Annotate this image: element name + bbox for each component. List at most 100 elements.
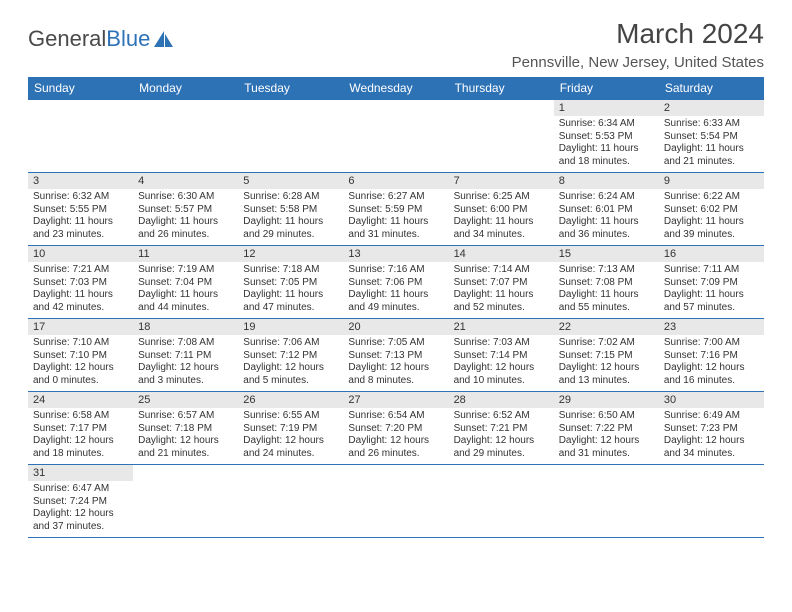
- empty-cell: [659, 465, 764, 538]
- sunset-line: Sunset: 7:13 PM: [348, 350, 443, 363]
- daylight-line: Daylight: 12 hours and 16 minutes.: [664, 362, 759, 387]
- sunrise-line: Sunrise: 6:33 AM: [664, 118, 759, 131]
- sunrise-line: Sunrise: 7:00 AM: [664, 337, 759, 350]
- day-details: Sunrise: 7:10 AMSunset: 7:10 PMDaylight:…: [28, 335, 133, 390]
- sunset-line: Sunset: 6:00 PM: [454, 204, 549, 217]
- sunrise-line: Sunrise: 7:06 AM: [243, 337, 338, 350]
- sunset-line: Sunset: 5:55 PM: [33, 204, 128, 217]
- daylight-line: Daylight: 11 hours and 36 minutes.: [559, 216, 654, 241]
- day-cell: 9Sunrise: 6:22 AMSunset: 6:02 PMDaylight…: [659, 173, 764, 246]
- day-number: 17: [28, 319, 133, 335]
- daylight-line: Daylight: 11 hours and 57 minutes.: [664, 289, 759, 314]
- daylight-line: Daylight: 11 hours and 44 minutes.: [138, 289, 233, 314]
- sunset-line: Sunset: 7:04 PM: [138, 277, 233, 290]
- sunrise-line: Sunrise: 6:27 AM: [348, 191, 443, 204]
- day-cell: 23Sunrise: 7:00 AMSunset: 7:16 PMDayligh…: [659, 319, 764, 392]
- day-details: Sunrise: 6:58 AMSunset: 7:17 PMDaylight:…: [28, 408, 133, 463]
- day-number: 5: [238, 173, 343, 189]
- sunrise-line: Sunrise: 6:25 AM: [454, 191, 549, 204]
- empty-cell: [238, 465, 343, 538]
- sunrise-line: Sunrise: 6:24 AM: [559, 191, 654, 204]
- empty-cell: [28, 100, 133, 173]
- brand-logo: GeneralBlue: [28, 18, 174, 52]
- day-cell: 21Sunrise: 7:03 AMSunset: 7:14 PMDayligh…: [449, 319, 554, 392]
- day-number: 25: [133, 392, 238, 408]
- sunset-line: Sunset: 7:19 PM: [243, 423, 338, 436]
- sunrise-line: Sunrise: 6:58 AM: [33, 410, 128, 423]
- sunset-line: Sunset: 5:59 PM: [348, 204, 443, 217]
- sunset-line: Sunset: 7:23 PM: [664, 423, 759, 436]
- sunrise-line: Sunrise: 6:34 AM: [559, 118, 654, 131]
- sail-icon: [152, 29, 174, 49]
- calendar-table: SundayMondayTuesdayWednesdayThursdayFrid…: [28, 77, 764, 538]
- day-cell: 29Sunrise: 6:50 AMSunset: 7:22 PMDayligh…: [554, 392, 659, 465]
- sunrise-line: Sunrise: 6:52 AM: [454, 410, 549, 423]
- location-text: Pennsville, New Jersey, United States: [512, 54, 764, 71]
- day-details: Sunrise: 6:55 AMSunset: 7:19 PMDaylight:…: [238, 408, 343, 463]
- day-cell: 14Sunrise: 7:14 AMSunset: 7:07 PMDayligh…: [449, 246, 554, 319]
- daylight-line: Daylight: 11 hours and 21 minutes.: [664, 143, 759, 168]
- sunset-line: Sunset: 5:54 PM: [664, 131, 759, 144]
- day-cell: 15Sunrise: 7:13 AMSunset: 7:08 PMDayligh…: [554, 246, 659, 319]
- day-cell: 12Sunrise: 7:18 AMSunset: 7:05 PMDayligh…: [238, 246, 343, 319]
- sunrise-line: Sunrise: 7:21 AM: [33, 264, 128, 277]
- day-details: Sunrise: 7:13 AMSunset: 7:08 PMDaylight:…: [554, 262, 659, 317]
- sunset-line: Sunset: 7:20 PM: [348, 423, 443, 436]
- day-number: 29: [554, 392, 659, 408]
- day-details: Sunrise: 6:30 AMSunset: 5:57 PMDaylight:…: [133, 189, 238, 244]
- day-number: 2: [659, 100, 764, 116]
- sunset-line: Sunset: 7:14 PM: [454, 350, 549, 363]
- sunset-line: Sunset: 7:12 PM: [243, 350, 338, 363]
- day-cell: 28Sunrise: 6:52 AMSunset: 7:21 PMDayligh…: [449, 392, 554, 465]
- sunset-line: Sunset: 6:01 PM: [559, 204, 654, 217]
- day-details: Sunrise: 7:21 AMSunset: 7:03 PMDaylight:…: [28, 262, 133, 317]
- day-details: Sunrise: 6:27 AMSunset: 5:59 PMDaylight:…: [343, 189, 448, 244]
- day-details: Sunrise: 7:00 AMSunset: 7:16 PMDaylight:…: [659, 335, 764, 390]
- daylight-line: Daylight: 12 hours and 13 minutes.: [559, 362, 654, 387]
- daylight-line: Daylight: 11 hours and 29 minutes.: [243, 216, 338, 241]
- day-details: Sunrise: 7:03 AMSunset: 7:14 PMDaylight:…: [449, 335, 554, 390]
- sunrise-line: Sunrise: 7:18 AM: [243, 264, 338, 277]
- day-cell: 1Sunrise: 6:34 AMSunset: 5:53 PMDaylight…: [554, 100, 659, 173]
- calendar-week-row: 17Sunrise: 7:10 AMSunset: 7:10 PMDayligh…: [28, 319, 764, 392]
- daylight-line: Daylight: 11 hours and 55 minutes.: [559, 289, 654, 314]
- day-cell: 13Sunrise: 7:16 AMSunset: 7:06 PMDayligh…: [343, 246, 448, 319]
- day-cell: 7Sunrise: 6:25 AMSunset: 6:00 PMDaylight…: [449, 173, 554, 246]
- daylight-line: Daylight: 11 hours and 39 minutes.: [664, 216, 759, 241]
- day-cell: 5Sunrise: 6:28 AMSunset: 5:58 PMDaylight…: [238, 173, 343, 246]
- calendar-week-row: 31Sunrise: 6:47 AMSunset: 7:24 PMDayligh…: [28, 465, 764, 538]
- brand-word-1: General: [28, 26, 106, 52]
- day-number: 23: [659, 319, 764, 335]
- day-cell: 26Sunrise: 6:55 AMSunset: 7:19 PMDayligh…: [238, 392, 343, 465]
- sunset-line: Sunset: 5:53 PM: [559, 131, 654, 144]
- sunrise-line: Sunrise: 6:49 AM: [664, 410, 759, 423]
- calendar-week-row: 1Sunrise: 6:34 AMSunset: 5:53 PMDaylight…: [28, 100, 764, 173]
- daylight-line: Daylight: 12 hours and 18 minutes.: [33, 435, 128, 460]
- daylight-line: Daylight: 12 hours and 26 minutes.: [348, 435, 443, 460]
- sunset-line: Sunset: 7:09 PM: [664, 277, 759, 290]
- weekday-header: Monday: [133, 77, 238, 100]
- weekday-header: Sunday: [28, 77, 133, 100]
- calendar-week-row: 3Sunrise: 6:32 AMSunset: 5:55 PMDaylight…: [28, 173, 764, 246]
- sunrise-line: Sunrise: 6:32 AM: [33, 191, 128, 204]
- sunset-line: Sunset: 7:17 PM: [33, 423, 128, 436]
- day-details: Sunrise: 6:57 AMSunset: 7:18 PMDaylight:…: [133, 408, 238, 463]
- month-title: March 2024: [512, 18, 764, 50]
- day-cell: 3Sunrise: 6:32 AMSunset: 5:55 PMDaylight…: [28, 173, 133, 246]
- empty-cell: [554, 465, 659, 538]
- sunset-line: Sunset: 7:10 PM: [33, 350, 128, 363]
- title-block: March 2024 Pennsville, New Jersey, Unite…: [512, 18, 764, 71]
- calendar-body: 1Sunrise: 6:34 AMSunset: 5:53 PMDaylight…: [28, 100, 764, 538]
- day-cell: 30Sunrise: 6:49 AMSunset: 7:23 PMDayligh…: [659, 392, 764, 465]
- sunrise-line: Sunrise: 6:54 AM: [348, 410, 443, 423]
- weekday-header: Friday: [554, 77, 659, 100]
- day-cell: 18Sunrise: 7:08 AMSunset: 7:11 PMDayligh…: [133, 319, 238, 392]
- day-details: Sunrise: 7:06 AMSunset: 7:12 PMDaylight:…: [238, 335, 343, 390]
- empty-cell: [449, 100, 554, 173]
- daylight-line: Daylight: 12 hours and 8 minutes.: [348, 362, 443, 387]
- day-details: Sunrise: 6:52 AMSunset: 7:21 PMDaylight:…: [449, 408, 554, 463]
- daylight-line: Daylight: 12 hours and 5 minutes.: [243, 362, 338, 387]
- day-details: Sunrise: 7:19 AMSunset: 7:04 PMDaylight:…: [133, 262, 238, 317]
- day-number: 22: [554, 319, 659, 335]
- day-number: 30: [659, 392, 764, 408]
